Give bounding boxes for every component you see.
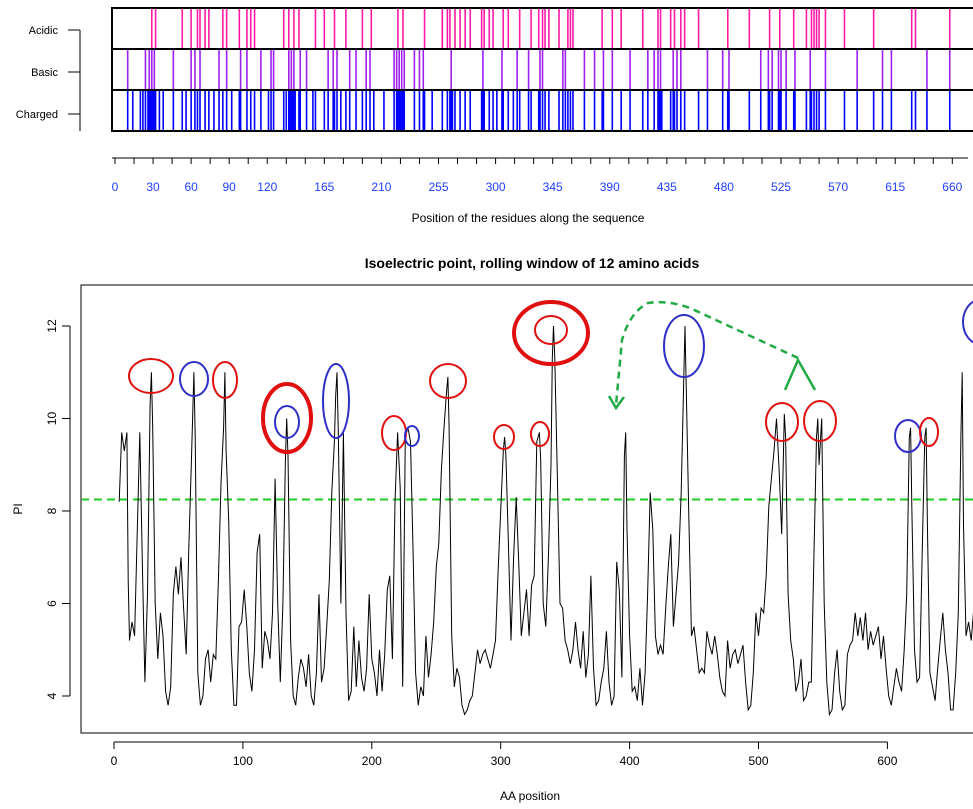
strip-x-tick-label: 480 — [714, 180, 734, 194]
green-arrowhead — [607, 395, 626, 411]
strip-x-tick-label: 660 — [942, 180, 962, 194]
x-tick-label: 300 — [491, 754, 511, 768]
red-circle-annotation — [512, 300, 590, 366]
strip-x-tick-label: 210 — [371, 180, 391, 194]
x-tick-label: 400 — [620, 754, 640, 768]
strip-x-tick-label: 60 — [184, 180, 198, 194]
strip-x-tick-label: 90 — [222, 180, 236, 194]
blue-circle-annotation — [274, 405, 300, 439]
red-circle-annotation — [765, 402, 799, 442]
y-axis: 4 6 8 10 12 — [45, 319, 71, 699]
isoelectric-line-chart: Isoelectric point, rolling window of 12 … — [11, 255, 973, 803]
strip-x-tick-label: 570 — [828, 180, 848, 194]
strip-x-tick-label: 615 — [885, 180, 905, 194]
red-circle-annotation — [803, 400, 837, 442]
blue-circle-annotation — [179, 361, 209, 397]
x-tick-label: 100 — [233, 754, 253, 768]
green-arrow-annotation — [607, 300, 817, 411]
strip-label-basic: Basic — [31, 67, 58, 79]
x-axis-label: AA position — [500, 789, 560, 803]
strip-x-axis-label: Position of the residues along the seque… — [412, 211, 645, 225]
strip-x-tick-label: 255 — [428, 180, 448, 194]
strip-x-tick-label: 165 — [314, 180, 334, 194]
y-tick-label: 8 — [45, 507, 59, 514]
strip-x-tick-label: 300 — [486, 180, 506, 194]
y-tick-label: 10 — [45, 412, 59, 426]
blue-circle-annotation — [894, 419, 922, 453]
y-tick-label: 4 — [45, 692, 59, 699]
blue-circle-annotation — [404, 425, 420, 447]
chart-title: Isoelectric point, rolling window of 12 … — [365, 255, 700, 271]
peak-annotations — [128, 300, 973, 454]
strip-x-tick-label: 525 — [771, 180, 791, 194]
strip-x-tick-label: 435 — [657, 180, 677, 194]
red-circle-annotation — [381, 415, 407, 451]
x-tick-label: 600 — [877, 754, 897, 768]
red-circle-annotation — [261, 382, 313, 454]
red-circle-annotation — [128, 358, 174, 394]
red-circle-annotation — [493, 424, 515, 450]
x-axis: 0 100 200 300 400 500 600 — [111, 741, 898, 768]
plot-frame — [80, 284, 973, 734]
pi-series-line — [118, 325, 973, 717]
y-tick-label: 12 — [45, 319, 59, 333]
strip-bars — [126, 9, 951, 130]
strip-x-ticks: 0 30 60 90 120 165 210 255 300 345 390 435 480 525 570… — [112, 158, 963, 194]
strip-x-tick-label: 30 — [146, 180, 160, 194]
strip-label-acidic: Acidic — [29, 25, 59, 37]
red-circle-annotation — [212, 361, 238, 399]
strip-x-tick-label: 0 — [112, 180, 119, 194]
y-tick-label: 6 — [45, 600, 59, 607]
green-pointer-stroke — [783, 357, 817, 391]
red-circle-annotation — [919, 417, 939, 447]
x-tick-label: 200 — [362, 754, 382, 768]
blue-circle-annotation — [322, 363, 350, 439]
blue-circle-annotation — [663, 314, 705, 378]
x-tick-label: 500 — [748, 754, 768, 768]
red-circle-annotation — [534, 315, 568, 345]
strip-x-tick-label: 345 — [543, 180, 563, 194]
green-dashed-curve — [614, 300, 799, 406]
red-circle-annotation — [530, 421, 550, 447]
strip-x-tick-label: 390 — [600, 180, 620, 194]
strip-row-charged-frame — [111, 89, 973, 132]
y-axis-label: PI — [11, 503, 25, 514]
residue-strip-chart: Acidic Basic Charged 0 30 60 90 120 165 210 255… — [16, 7, 973, 225]
strip-label-charged: Charged — [16, 109, 58, 121]
blue-circle-annotation — [962, 300, 973, 344]
red-circle-annotation — [429, 363, 467, 399]
x-tick-label: 0 — [111, 754, 118, 768]
strip-x-tick-label: 120 — [257, 180, 277, 194]
